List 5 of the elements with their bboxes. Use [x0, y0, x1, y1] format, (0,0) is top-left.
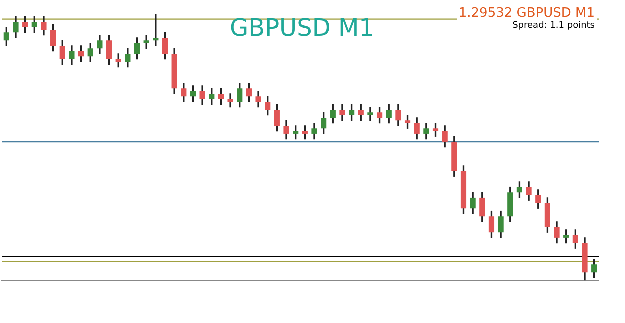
candlestick	[228, 94, 234, 108]
chart-title: GBPUSD M1	[230, 14, 374, 42]
candlestick	[368, 106, 374, 121]
annotation: Spread: 1.1 points	[512, 21, 595, 31]
annotation: 1.29532 GBPUSD M1	[458, 6, 595, 21]
